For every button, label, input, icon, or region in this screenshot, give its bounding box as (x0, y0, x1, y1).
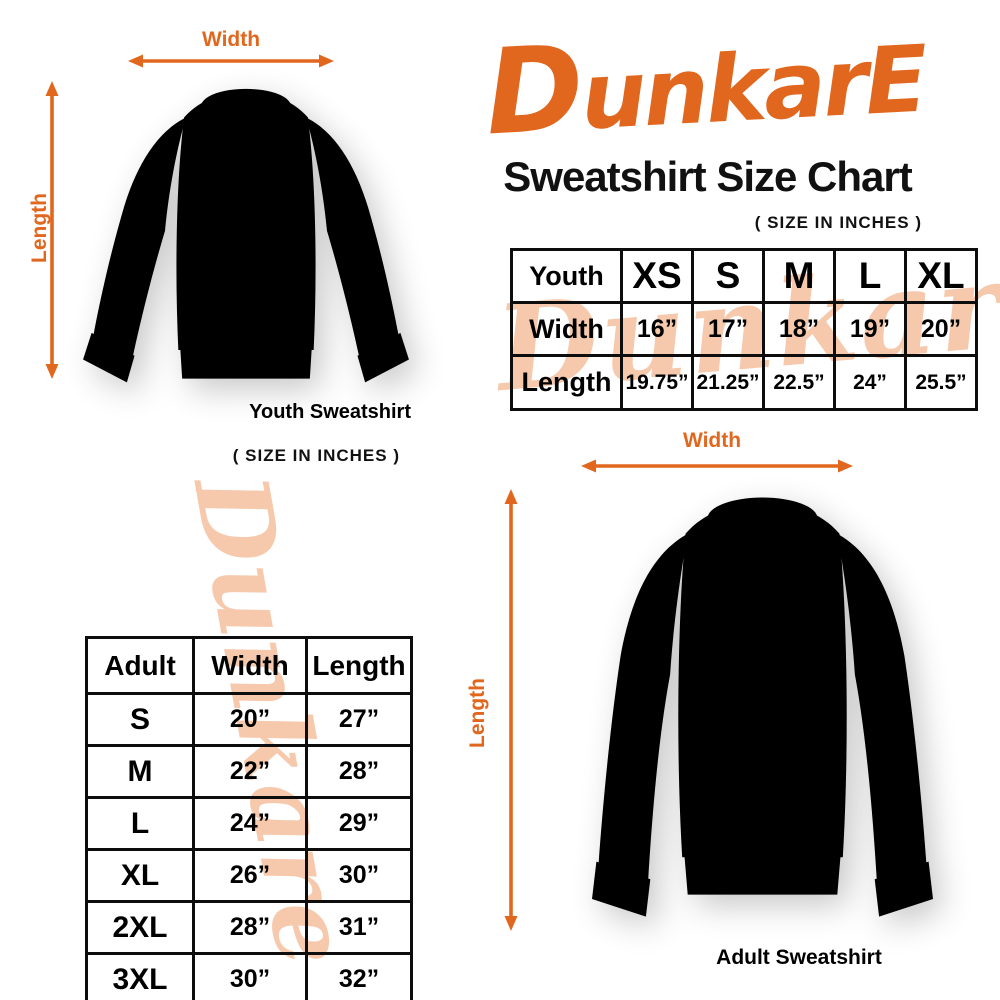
table-cell: 22” (192, 744, 308, 799)
table-cell: 19” (833, 301, 907, 357)
table-cell: 26” (192, 848, 308, 903)
table-cell: Length (510, 354, 623, 411)
table-cell: 24” (833, 354, 907, 411)
brand-logo-text: DunkarE (482, 19, 928, 161)
table-cell: XS (620, 248, 694, 304)
table-row: S 20” 27” (85, 692, 413, 747)
adult-length-label: Length (466, 678, 489, 748)
table-row: XL 26” 30” (85, 848, 413, 903)
table-cell: Adult (85, 636, 195, 695)
table-cell: 16” (620, 301, 694, 357)
table-cell: XL (85, 848, 195, 903)
table-cell: M (762, 248, 836, 304)
adult-length-arrow-icon (504, 489, 518, 931)
youth-caption: Youth Sweatshirt (249, 401, 411, 423)
youth-size-table: Youth XS S M L XL Width 16” 17” 18” 19” … (510, 248, 978, 411)
table-cell: 20” (192, 692, 308, 747)
table-cell: 30” (192, 952, 308, 1000)
table-row: 3XL 30” 32” (85, 952, 413, 1000)
page-title: Sweatshirt Size Chart (503, 153, 912, 200)
table-cell: 19.75” (620, 354, 694, 411)
table-cell: 20” (904, 301, 978, 357)
adult-table-header-row: Adult Width Length (85, 636, 413, 695)
table-cell: 22.5” (762, 354, 836, 411)
table-cell: 31” (305, 900, 413, 955)
table-cell: 32” (305, 952, 413, 1000)
table-cell: S (691, 248, 765, 304)
brand-logo: DunkarE (411, 0, 998, 171)
table-row: 2XL 28” 31” (85, 900, 413, 955)
adult-width-arrow-icon (581, 459, 853, 473)
table-cell: 28” (192, 900, 308, 955)
youth-width-arrow-icon (128, 54, 334, 68)
youth-length-arrow-icon (45, 81, 59, 379)
table-cell: 25.5” (904, 354, 978, 411)
table-cell: 3XL (85, 952, 195, 1000)
table-cell: 17” (691, 301, 765, 357)
adult-size-table: Adult Width Length S 20” 27” M 22” 28” L… (85, 636, 413, 1000)
table-cell: L (833, 248, 907, 304)
table-cell: 18” (762, 301, 836, 357)
adult-sweatshirt-image (515, 470, 1000, 932)
table-row: M 22” 28” (85, 744, 413, 799)
table-cell: Width (510, 301, 623, 357)
table-cell: Width (192, 636, 308, 695)
table-cell: 24” (192, 796, 308, 851)
table-cell: 28” (305, 744, 413, 799)
table-cell: 30” (305, 848, 413, 903)
table-cell: 21.25” (691, 354, 765, 411)
table-cell: 29” (305, 796, 413, 851)
table-row: L 24” 29” (85, 796, 413, 851)
table-cell: S (85, 692, 195, 747)
youth-width-label: Width (201, 28, 261, 51)
youth-table-length-row: Length 19.75” 21.25” 22.5” 24” 25.5” (510, 354, 978, 411)
youth-sweatshirt-image (60, 66, 432, 390)
table-cell: Length (305, 636, 413, 695)
table-cell: 2XL (85, 900, 195, 955)
adult-size-note: ( SIZE IN INCHES ) (232, 446, 400, 465)
table-cell: M (85, 744, 195, 799)
header-size-note: ( SIZE IN INCHES ) (754, 213, 922, 232)
youth-table-width-row: Width 16” 17” 18” 19” 20” (510, 301, 978, 357)
adult-width-label: Width (682, 429, 742, 452)
table-cell: 27” (305, 692, 413, 747)
table-cell: Youth (510, 248, 623, 304)
table-cell: L (85, 796, 195, 851)
youth-table-header-row: Youth XS S M L XL (510, 248, 978, 304)
table-cell: XL (904, 248, 978, 304)
adult-caption: Adult Sweatshirt (716, 946, 882, 969)
